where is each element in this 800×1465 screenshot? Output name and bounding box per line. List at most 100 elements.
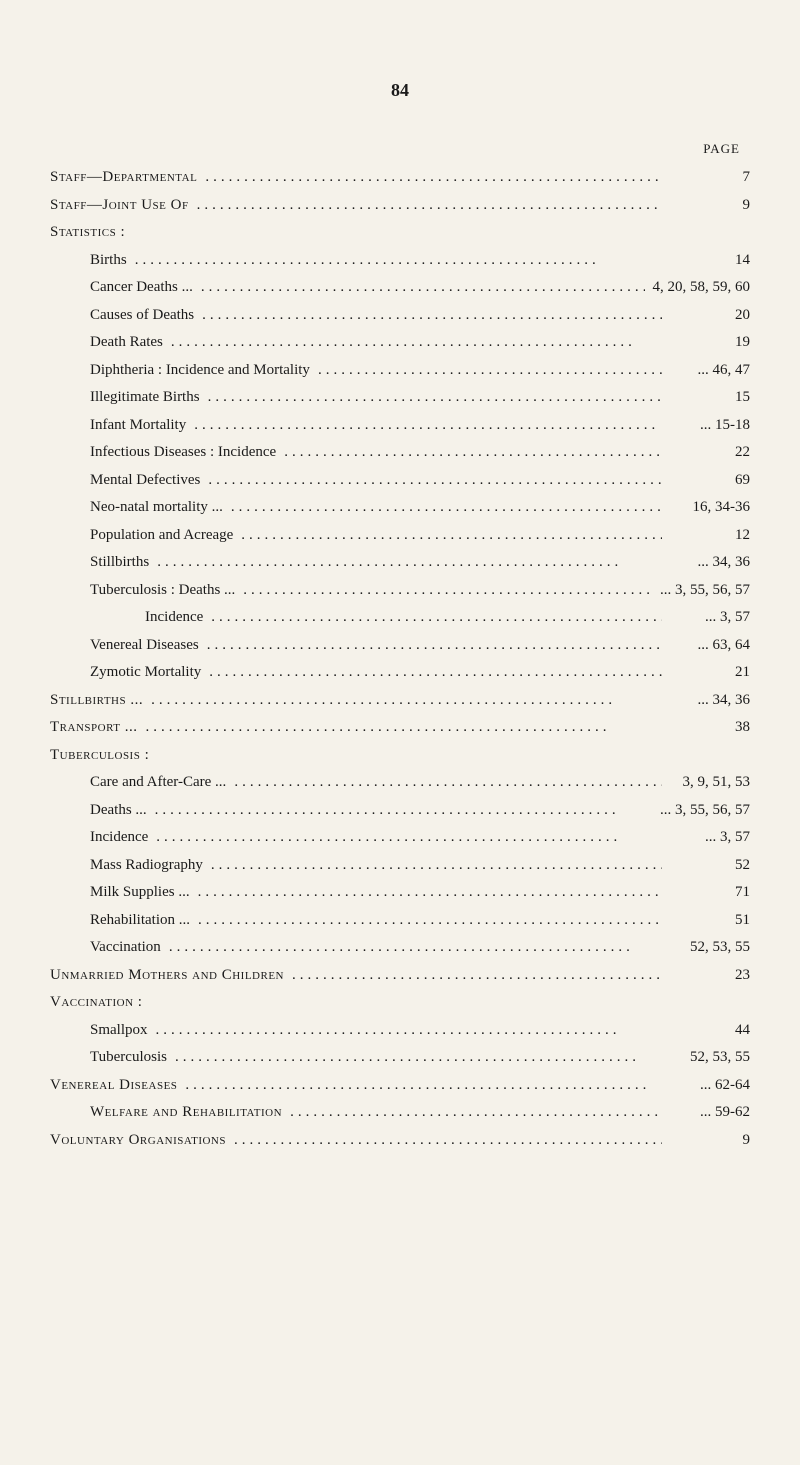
dot-leader: ........................................…	[202, 303, 662, 329]
entry-label: Staff—Departmental	[50, 165, 197, 191]
page-reference: ... 62-64	[670, 1073, 750, 1099]
entry-label: Illegitimate Births	[50, 385, 200, 411]
page-reference: ... 3, 55, 56, 57	[660, 798, 750, 824]
index-row: Incidence...............................…	[50, 825, 750, 851]
entry-label: Deaths ...	[50, 798, 147, 824]
dot-leader: ........................................…	[241, 523, 662, 549]
dot-leader: ........................................…	[292, 963, 662, 989]
dot-leader: ........................................…	[169, 935, 662, 961]
entry-label: Births	[50, 248, 127, 274]
entry-label: Mass Radiography	[50, 853, 203, 879]
entry-label: Staff—Joint Use Of	[50, 193, 189, 219]
index-row: Stillbirths ............................…	[50, 688, 750, 714]
page-reference: ... 3, 55, 56, 57	[660, 578, 750, 604]
dot-leader: ........................................…	[234, 770, 662, 796]
index-row: Staff—Departmental......................…	[50, 165, 750, 191]
page-reference: 14	[670, 248, 750, 274]
index-row: Infant Mortality........................…	[50, 413, 750, 439]
page-reference: ... 3, 57	[670, 825, 750, 851]
entry-label: Death Rates	[50, 330, 163, 356]
dot-leader: ........................................…	[157, 550, 662, 576]
dot-leader: ........................................…	[211, 605, 662, 631]
page-reference: 52, 53, 55	[670, 1045, 750, 1071]
dot-leader: ........................................…	[197, 193, 662, 219]
entry-label: Vaccination :	[50, 990, 142, 1016]
page-reference: ... 34, 36	[670, 550, 750, 576]
index-row: Tuberculosis :..........................…	[50, 743, 750, 769]
dot-leader: ........................................…	[209, 660, 662, 686]
page-reference: 4, 20, 58, 59, 60	[653, 275, 751, 301]
index-row: Voluntary Organisations.................…	[50, 1128, 750, 1154]
index-row: Tuberculosis............................…	[50, 1045, 750, 1071]
page-reference: 15	[670, 385, 750, 411]
index-row: Unmarried Mothers and Children..........…	[50, 963, 750, 989]
page-reference: 9	[670, 1128, 750, 1154]
page-reference: ... 3, 57	[670, 605, 750, 631]
entry-label: Incidence	[50, 605, 203, 631]
entry-label: Vaccination	[50, 935, 161, 961]
page-reference: 69	[670, 468, 750, 494]
dot-leader: ........................................…	[205, 165, 662, 191]
index-row: Rehabilitation .........................…	[50, 908, 750, 934]
index-row: Diphtheria : Incidence and Mortality....…	[50, 358, 750, 384]
page-reference: 52	[670, 853, 750, 879]
page-reference: 44	[670, 1018, 750, 1044]
dot-leader: ........................................…	[201, 275, 645, 301]
dot-leader: ........................................…	[318, 358, 662, 384]
page-reference: 22	[670, 440, 750, 466]
index-row: Zymotic Mortality.......................…	[50, 660, 750, 686]
dot-leader: ........................................…	[243, 578, 652, 604]
entry-label: Cancer Deaths ...	[50, 275, 193, 301]
index-row: Tuberculosis : Deaths ..................…	[50, 578, 750, 604]
page-reference: ... 59-62	[670, 1100, 750, 1126]
page-reference: ... 34, 36	[670, 688, 750, 714]
entry-label: Tuberculosis : Deaths ...	[50, 578, 235, 604]
dot-leader: ........................................…	[145, 715, 662, 741]
page-reference: 3, 9, 51, 53	[670, 770, 750, 796]
entry-label: Diphtheria : Incidence and Mortality	[50, 358, 310, 384]
page-reference: 71	[670, 880, 750, 906]
entry-label: Venereal Diseases	[50, 633, 199, 659]
entry-label: Zymotic Mortality	[50, 660, 201, 686]
page-number: 84	[50, 80, 750, 101]
entry-label: Voluntary Organisations	[50, 1128, 226, 1154]
dot-leader: ........................................…	[207, 633, 662, 659]
dot-leader: ........................................…	[185, 1073, 662, 1099]
index-row: Smallpox................................…	[50, 1018, 750, 1044]
entry-label: Stillbirths	[50, 550, 149, 576]
page-reference: 16, 34-36	[670, 495, 750, 521]
dot-leader: ........................................…	[175, 1045, 662, 1071]
dot-leader: ........................................…	[198, 880, 662, 906]
index-row: Deaths .................................…	[50, 798, 750, 824]
page-reference: 52, 53, 55	[670, 935, 750, 961]
entry-label: Population and Acreage	[50, 523, 233, 549]
index-row: Population and Acreage..................…	[50, 523, 750, 549]
page-reference: 12	[670, 523, 750, 549]
entry-label: Incidence	[50, 825, 148, 851]
dot-leader: ........................................…	[155, 798, 652, 824]
index-row: Milk Supplies ..........................…	[50, 880, 750, 906]
entry-label: Transport ...	[50, 715, 137, 741]
dot-leader: ........................................…	[156, 825, 662, 851]
entry-label: Statistics :	[50, 220, 125, 246]
entry-label: Venereal Diseases	[50, 1073, 177, 1099]
index-row: Care and After-Care ....................…	[50, 770, 750, 796]
dot-leader: ........................................…	[208, 468, 662, 494]
page-reference: ... 46, 47	[670, 358, 750, 384]
dot-leader: ........................................…	[135, 248, 662, 274]
index-row: Neo-natal mortality ....................…	[50, 495, 750, 521]
index-row: Infectious Diseases : Incidence.........…	[50, 440, 750, 466]
index-row: Venereal Diseases.......................…	[50, 633, 750, 659]
dot-leader: ........................................…	[284, 440, 662, 466]
entry-label: Mental Defectives	[50, 468, 200, 494]
index-row: Death Rates.............................…	[50, 330, 750, 356]
index-row: Venereal Diseases.......................…	[50, 1073, 750, 1099]
page-reference: 38	[670, 715, 750, 741]
entry-label: Unmarried Mothers and Children	[50, 963, 284, 989]
page-reference: 20	[670, 303, 750, 329]
dot-leader: ........................................…	[211, 853, 662, 879]
page-reference: 51	[670, 908, 750, 934]
index-row: Incidence...............................…	[50, 605, 750, 631]
index-row: Transport ..............................…	[50, 715, 750, 741]
dot-leader: ........................................…	[198, 908, 662, 934]
